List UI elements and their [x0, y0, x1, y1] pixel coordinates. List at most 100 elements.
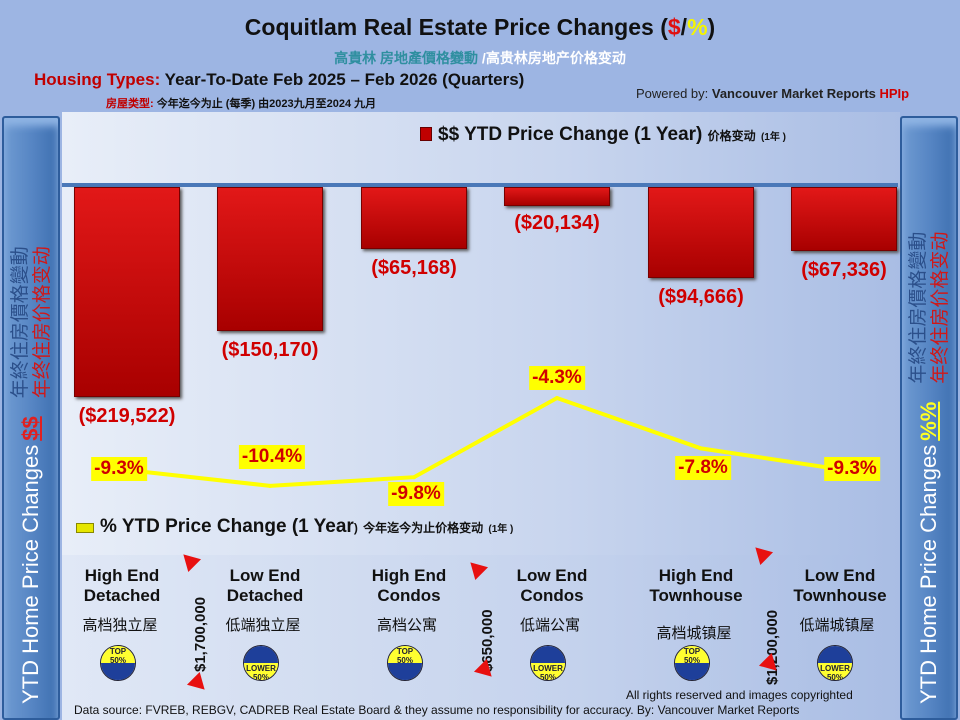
badge-bottom	[388, 663, 422, 680]
badge-top: TOP 50%	[388, 646, 422, 665]
housing-text: Year-To-Date Feb 2025 – Feb 2026 (Quarte…	[160, 70, 525, 89]
category-cn-label: 高档城镇屋	[656, 624, 732, 642]
pct-value-label: -10.4%	[238, 444, 306, 469]
bar-legend-swatch	[420, 127, 432, 141]
line-legend-tail: )	[353, 521, 358, 535]
bar-value-label: ($219,522)	[78, 405, 176, 427]
housing-types: Housing Types: Year-To-Date Feb 2025 – F…	[34, 70, 524, 90]
pct-line	[126, 395, 845, 488]
bar-value-label: ($65,168)	[371, 257, 457, 280]
left-axis-panel: YTD Home Price Changes $$ 年終住房價格變動 年终住房价格…	[2, 116, 60, 720]
badge-text: 50%	[683, 656, 700, 665]
housing-label: Housing Types:	[34, 70, 161, 89]
pct-point	[412, 475, 416, 480]
badge-text: 50%	[396, 656, 413, 665]
bar-value-label: ($67,336)	[801, 259, 887, 282]
bar-value-label: ($94,666)	[658, 285, 744, 308]
powered-label: Powered by:	[636, 86, 712, 101]
badge-text: TOP	[683, 647, 701, 656]
subtitle-trad: 高貴林 房地產價格變動	[334, 50, 479, 66]
price-threshold: $1,700,000	[192, 596, 209, 672]
housing-types-cn: 房屋类型: 今年迄今为止 (每季) 由2023九月至2024 九月	[106, 95, 376, 111]
lower-50-badge: LOWER 50%	[817, 645, 853, 681]
pct-point	[268, 483, 272, 488]
category-cn-label: 低端城镇屋	[799, 616, 875, 634]
category-cn-label: 低端独立屋	[225, 616, 301, 634]
line-legend-swatch	[76, 523, 94, 533]
bar-value-label: ($150,170)	[221, 338, 319, 361]
housing-cn-text: 今年迄今为止 (每季) 由2023九月至2024 九月	[153, 98, 377, 110]
subtitle: 高貴林 房地產價格變動 /高贵林房地产价格变动	[0, 48, 960, 68]
category-cn-label: 高档独立屋	[82, 616, 158, 634]
badge-bottom: LOWER 50%	[818, 663, 852, 680]
title-slash: /	[680, 14, 688, 40]
bar-4	[648, 187, 754, 278]
line-legend-cn-suffix: (1年 )	[488, 524, 514, 535]
badge-top	[244, 646, 278, 663]
badge-text: 50%	[539, 673, 556, 681]
pct-point	[699, 446, 703, 451]
bar-value-label: ($20,134)	[514, 212, 600, 235]
pct-value-label: -4.3%	[529, 366, 585, 390]
category-cn-label: 高档公寓	[376, 616, 438, 634]
badge-text: 50%	[826, 673, 843, 681]
powered-name: Vancouver Market Reports	[711, 86, 880, 101]
bar-2	[361, 187, 467, 250]
pct-point	[555, 396, 559, 400]
category-label: High End Townhouse	[649, 566, 743, 605]
badge-top	[531, 646, 565, 663]
copyright-note: All rights reserved and images copyright…	[626, 688, 853, 702]
bar-legend: $$ YTD Price Change (1 Year) 价格变动 (1年 )	[420, 124, 786, 146]
housing-cn-label: 房屋类型:	[106, 98, 154, 110]
title-pct: %	[687, 14, 708, 40]
right-axis-panel: YTD Home Price Changes %% 年終住房價格變動 年终住房价格…	[900, 116, 958, 720]
category-label: High End Detached	[83, 566, 161, 605]
line-legend-label: % YTD Price Change (1 Year	[100, 516, 354, 537]
top-50-badge: TOP 50%	[387, 645, 423, 681]
category-label: Low End Condos	[516, 566, 588, 605]
badge-text: TOP	[396, 647, 414, 656]
pct-value-label: -9.8%	[388, 482, 444, 507]
badge-bottom: LOWER 50%	[531, 663, 565, 680]
lower-50-badge: LOWER 50%	[243, 645, 279, 681]
badge-bottom	[675, 663, 709, 680]
category-label: Low End Townhouse	[793, 566, 887, 605]
badge-top: TOP 50%	[675, 646, 709, 665]
pct-value-label: -9.3%	[824, 457, 880, 481]
badge-top: TOP 50%	[101, 646, 135, 665]
bar-1	[217, 187, 323, 331]
badge-text: LOWER	[533, 664, 563, 673]
badge-text: 50%	[109, 656, 126, 665]
category-label: High End Condos	[371, 566, 447, 605]
pct-value-label: -7.8%	[675, 456, 731, 481]
badge-text: 50%	[252, 673, 269, 681]
badge-text: TOP	[109, 647, 127, 656]
bar-0	[74, 187, 180, 397]
bar-legend-cn-suffix: (1年 )	[760, 132, 786, 143]
lower-50-badge: LOWER 50%	[530, 645, 566, 681]
line-legend: % YTD Price Change (1 Year) 今年迄今为止价格变动 (…	[76, 516, 513, 538]
title-dollar: $	[667, 14, 681, 40]
data-source: Data source: FVREB, REBGV, CADREB Real E…	[74, 703, 800, 717]
badge-top	[818, 646, 852, 663]
subtitle-simp: /高贵林房地产价格变动	[478, 50, 626, 66]
powered-brand: HPIp	[879, 86, 910, 101]
badge-text: LOWER	[820, 664, 850, 673]
title-text: Coquitlam Real Estate Price Changes (	[244, 14, 668, 40]
page-title: Coquitlam Real Estate Price Changes ($/%…	[0, 14, 960, 41]
powered-by: Powered by: Vancouver Market Reports HPI…	[636, 86, 909, 101]
category-cn-label: 低端公寓	[519, 616, 581, 634]
badge-bottom: LOWER 50%	[244, 663, 278, 680]
title-end: )	[707, 14, 716, 40]
bar-3	[504, 187, 610, 207]
badge-text: LOWER	[246, 664, 276, 673]
line-legend-cn: 今年迄今为止价格变动	[363, 521, 484, 535]
badge-bottom	[101, 663, 135, 680]
bar-legend-cn: 价格变动	[707, 129, 756, 143]
top-50-badge: TOP 50%	[100, 645, 136, 681]
bar-5	[791, 187, 897, 252]
category-label: Low End Detached	[226, 566, 304, 605]
category-band	[62, 555, 900, 720]
zero-baseline	[62, 183, 898, 187]
top-50-badge: TOP 50%	[674, 645, 710, 681]
